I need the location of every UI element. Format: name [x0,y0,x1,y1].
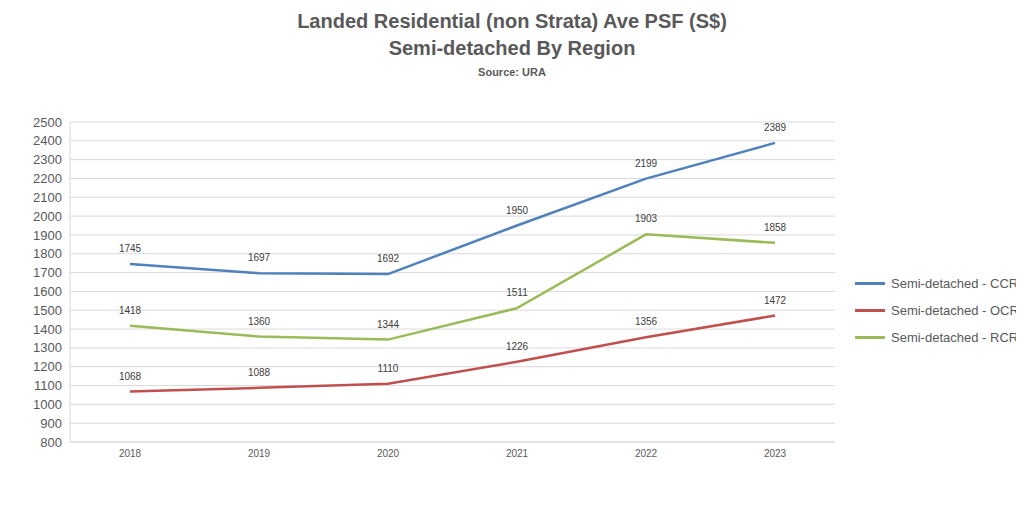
svg-text:2021: 2021 [506,448,529,459]
html-text:Source: URA: Source: URA [478,66,546,78]
svg-text:2023: 2023 [764,448,787,459]
svg-text:1950: 1950 [506,205,529,216]
svg-text:1800: 1800 [33,246,62,261]
svg-text:1700: 1700 [33,265,62,280]
svg-text:2019: 2019 [248,448,271,459]
svg-text:2200: 2200 [33,171,62,186]
svg-text:1472: 1472 [764,295,787,306]
svg-text:1200: 1200 [33,359,62,374]
svg-text:900: 900 [40,416,62,431]
html-text:Semi-detached By Region: Semi-detached By Region [388,37,636,59]
svg-text:1600: 1600 [33,284,62,299]
svg-text:1088: 1088 [248,367,271,378]
svg-text:1500: 1500 [33,303,62,318]
svg-text:1100: 1100 [34,378,62,393]
svg-text:2500: 2500 [33,115,62,130]
svg-text:1418: 1418 [119,305,142,316]
html-text:Semi-detached - RCR: Semi-detached - RCR [891,330,1019,345]
svg-text:1360: 1360 [248,316,271,327]
svg-text:1692: 1692 [377,253,400,264]
svg-text:2389: 2389 [764,122,787,133]
svg-text:800: 800 [40,435,62,450]
svg-text:1858: 1858 [764,222,787,233]
svg-text:1356: 1356 [635,316,658,327]
svg-text:1110: 1110 [378,363,399,374]
svg-text:1745: 1745 [119,243,142,254]
svg-text:2300: 2300 [33,152,62,167]
svg-text:1344: 1344 [377,319,400,330]
svg-text:1226: 1226 [506,341,529,352]
svg-text:1400: 1400 [33,322,62,337]
html-text:Semi-detached - CCR: Semi-detached - CCR [891,276,1019,291]
svg-text:1903: 1903 [635,213,658,224]
svg-text:1000: 1000 [33,397,62,412]
svg-text:2000: 2000 [33,209,62,224]
svg-text:2400: 2400 [33,133,62,148]
svg-text:2100: 2100 [33,190,62,205]
svg-text:1511: 1511 [506,287,528,298]
svg-text:1068: 1068 [119,371,142,382]
svg-text:2020: 2020 [377,448,400,459]
svg-text:1697: 1697 [248,252,271,263]
svg-text:1900: 1900 [33,228,62,243]
html-text:Semi-detached - OCR: Semi-detached - OCR [891,303,1019,318]
svg-text:2022: 2022 [635,448,658,459]
html-text:Landed Residential (non Strata: Landed Residential (non Strata) Ave PSF … [297,10,727,32]
svg-text:2199: 2199 [635,158,658,169]
svg-text:1300: 1300 [33,340,62,355]
svg-text:2018: 2018 [119,448,142,459]
